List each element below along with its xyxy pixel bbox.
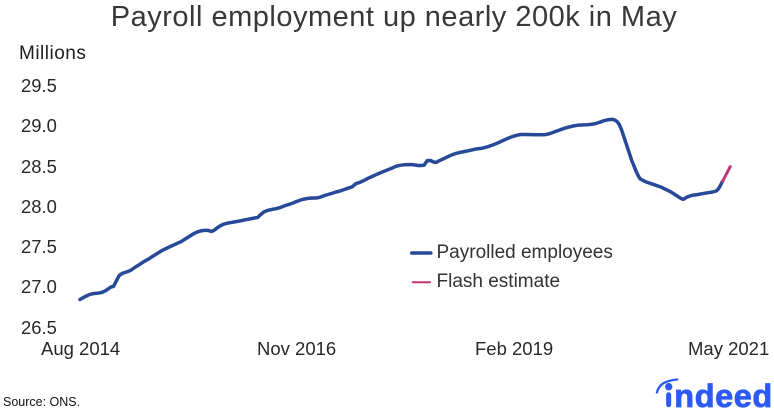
svg-text:ndeed: ndeed: [674, 378, 772, 413]
